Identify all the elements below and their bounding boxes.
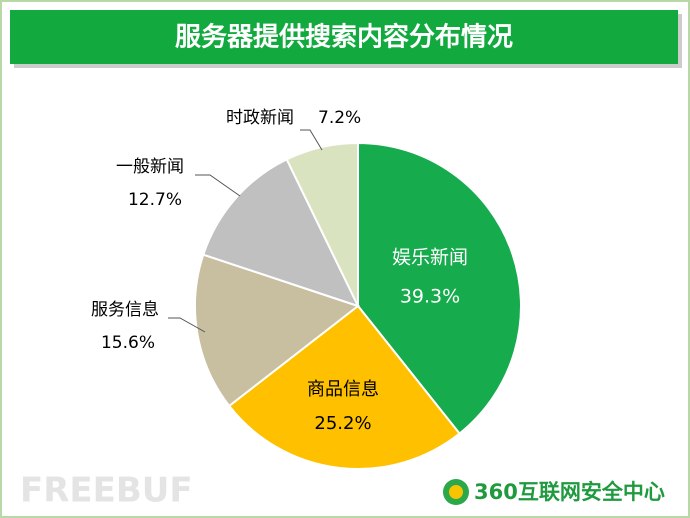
logo: 360互联网安全中心: [443, 479, 665, 505]
pie-slice: [194, 253, 361, 408]
value-label: 25.2%: [314, 413, 371, 434]
category-label: 商品信息: [307, 379, 379, 400]
leader-line: [195, 174, 241, 197]
value-label: 12.7%: [128, 190, 182, 210]
category-label: 服务信息: [91, 300, 159, 320]
category-label: 时政新闻: [226, 108, 294, 128]
leader-line: [300, 129, 323, 151]
logo-text: 360互联网安全中心: [474, 480, 665, 504]
pie-slice: [357, 141, 522, 435]
category-label: 娱乐新闻: [392, 247, 468, 269]
value-label: 15.6%: [101, 333, 155, 353]
pie-slice: [285, 141, 359, 307]
pie-slice: [227, 304, 461, 470]
logo-icon-center: [449, 485, 463, 499]
pie-slice: [202, 158, 360, 308]
watermark: FREEBUF: [20, 471, 193, 511]
value-label: 7.2%: [318, 108, 361, 128]
chart-title: 服务器提供搜索内容分布情况: [175, 22, 513, 53]
title-banner: [10, 10, 678, 64]
leader-line: [168, 317, 206, 333]
category-label: 一般新闻: [116, 157, 184, 177]
value-label: 39.3%: [400, 286, 460, 308]
